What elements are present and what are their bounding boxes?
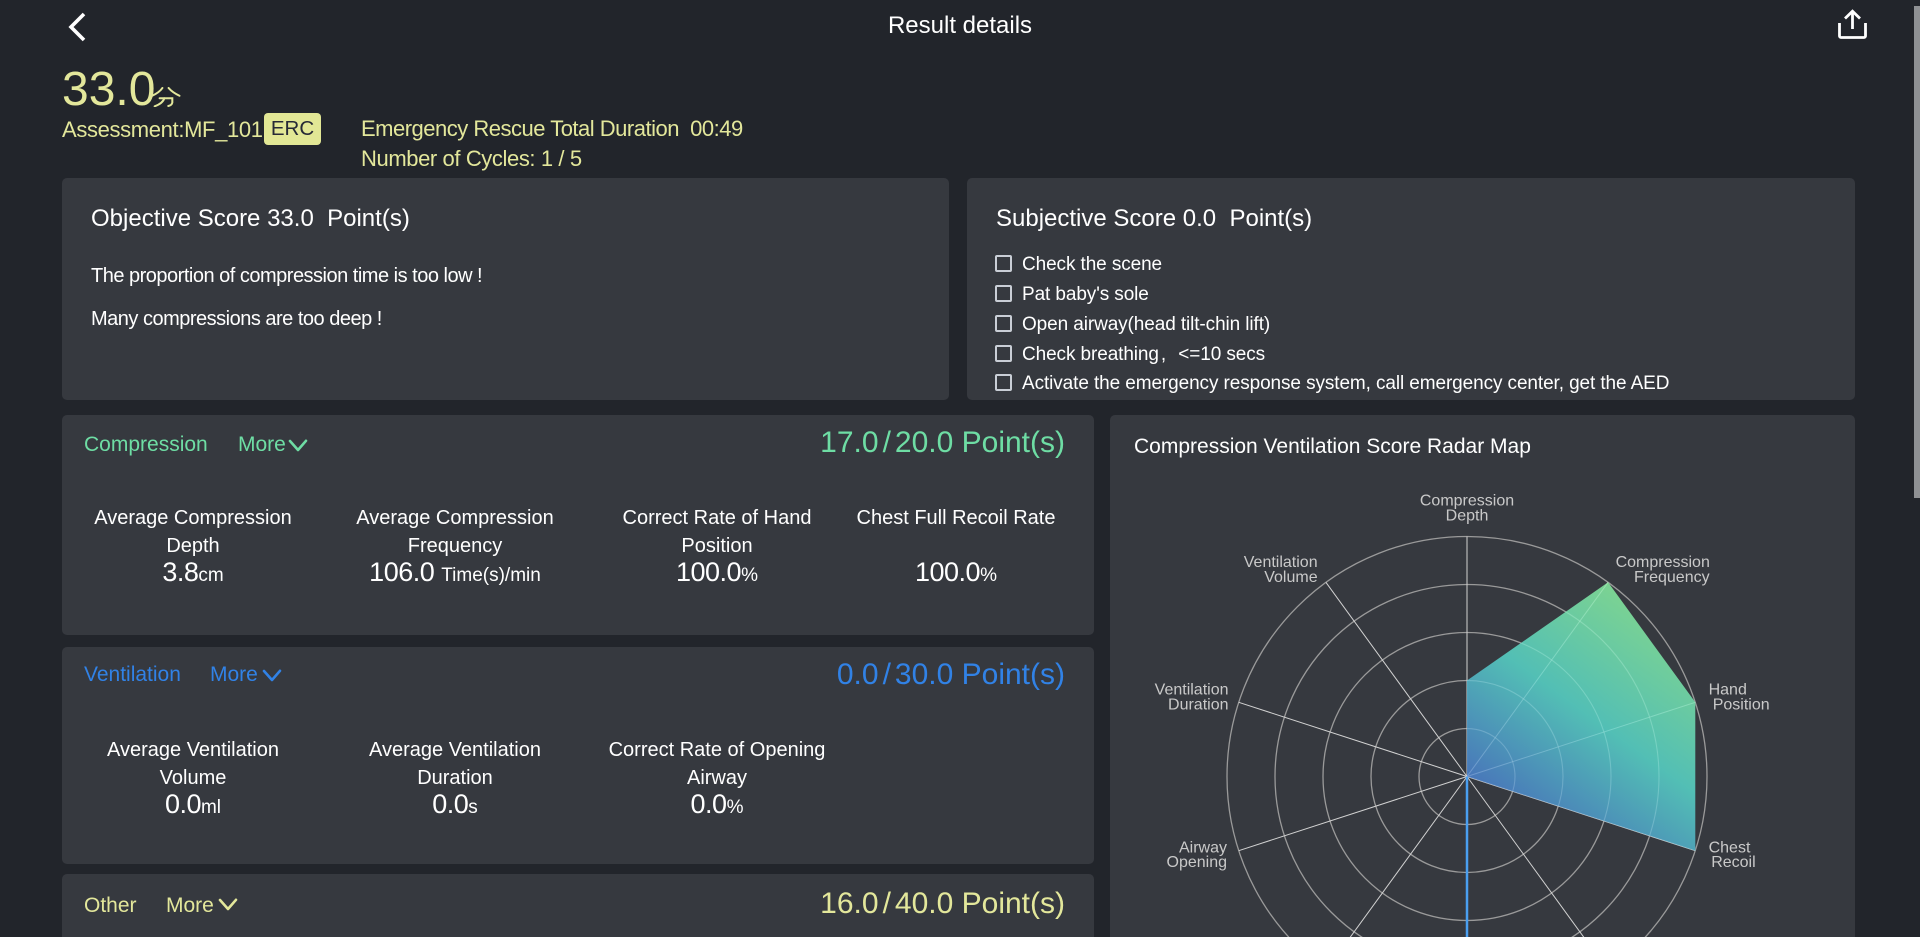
svg-text:Volume: Volume — [1264, 569, 1317, 586]
svg-text:Chest: Chest — [1709, 840, 1751, 857]
svg-text:Airway: Airway — [1179, 840, 1227, 857]
svg-text:Compression: Compression — [1616, 554, 1710, 571]
svg-text:Duration: Duration — [1168, 697, 1228, 714]
svg-text:Hand: Hand — [1709, 682, 1747, 699]
svg-text:Ventilation: Ventilation — [1155, 682, 1229, 699]
svg-text:Ventilation: Ventilation — [1244, 554, 1318, 571]
svg-text:Frequency: Frequency — [1634, 569, 1710, 586]
svg-text:Position: Position — [1713, 697, 1770, 714]
svg-text:Depth: Depth — [1446, 508, 1489, 525]
svg-text:Opening: Opening — [1167, 854, 1228, 871]
svg-text:Compression: Compression — [1420, 493, 1514, 510]
svg-text:Recoil: Recoil — [1711, 854, 1755, 871]
